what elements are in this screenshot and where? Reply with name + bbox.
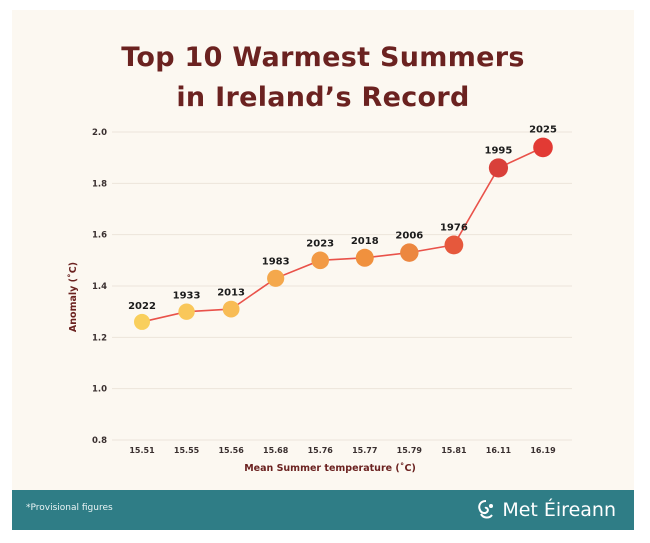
x-tick-labels: 15.51 15.55 15.56 15.68 15.76 15.77 15.79 15.81… (129, 446, 556, 455)
data-point-2023 (311, 251, 330, 270)
year-label: 2018 (351, 236, 379, 247)
title-line-2: in Ireland’s Record (176, 82, 470, 113)
gridlines (112, 131, 572, 441)
year-label: 1995 (485, 145, 513, 156)
year-label: 1976 (440, 223, 468, 234)
y-tick-label: 1.4 (92, 282, 107, 292)
x-tick-label: 15.76 (308, 446, 334, 455)
year-label: 1933 (173, 290, 201, 301)
y-axis-label: Anomaly (˚C) (68, 262, 79, 332)
y-tick-label: 1.8 (92, 179, 107, 189)
x-axis-label: Mean Summer temperature (˚C) (244, 463, 416, 474)
x-tick-label: 15.56 (218, 446, 244, 455)
y-tick-label: 1.2 (92, 333, 107, 343)
x-tick-label: 15.51 (129, 446, 155, 455)
year-label: 2022 (128, 301, 156, 312)
year-label: 2006 (395, 230, 423, 241)
x-tick-label: 16.11 (486, 446, 512, 455)
footer-bar: *Provisional figures Met Éireann (12, 490, 634, 530)
data-point-1983 (267, 269, 285, 287)
met-eireann-logo-icon (478, 500, 494, 519)
x-tick-label: 15.68 (263, 446, 289, 455)
line-chart: 0.81.01.21.41.61.82.0 15.51 15.55 15.56 15.… (68, 125, 572, 474)
x-tick-label: 15.81 (441, 446, 467, 455)
data-points (134, 137, 553, 330)
year-label: 2025 (529, 125, 557, 136)
brand-logo: Met Éireann (476, 496, 616, 524)
x-tick-label: 15.79 (397, 446, 423, 455)
data-point-2018 (355, 248, 374, 267)
data-point-2025 (533, 137, 553, 158)
x-tick-label: 15.55 (174, 446, 200, 455)
x-tick-label: 16.19 (530, 446, 556, 455)
x-tick-label: 15.77 (352, 446, 377, 455)
year-label: 1983 (262, 257, 290, 268)
data-point-1995 (488, 158, 509, 178)
year-labels: 2022 1933 2013 1983 2023 2018 2006 1976 1995 2025 (128, 125, 557, 312)
y-tick-labels: 0.8 1.0 1.2 1.4 1.6 1.8 2.0 (92, 128, 107, 446)
chart-title: Top 10 Warmest Summers in Ireland’s Reco… (12, 38, 634, 118)
footnote: *Provisional figures (26, 503, 113, 513)
brand-name: Met Éireann (502, 499, 616, 521)
data-point-2013 (222, 300, 240, 318)
y-tick-label: 1.6 (92, 231, 107, 241)
data-point-2006 (400, 243, 419, 262)
y-tick-label: 1.0 (92, 385, 107, 395)
data-point-1976 (444, 235, 464, 255)
y-tick-label: 2.0 (92, 128, 107, 138)
y-tick-label: 0.8 (92, 436, 107, 446)
year-label: 2013 (217, 288, 245, 299)
data-point-1933 (178, 303, 195, 320)
data-point-2022 (134, 313, 150, 330)
title-line-1: Top 10 Warmest Summers (121, 42, 525, 73)
year-label: 2023 (306, 239, 334, 250)
series-line (141, 146, 544, 323)
infographic-card: Top 10 Warmest Summers in Ireland’s Reco… (12, 10, 634, 530)
